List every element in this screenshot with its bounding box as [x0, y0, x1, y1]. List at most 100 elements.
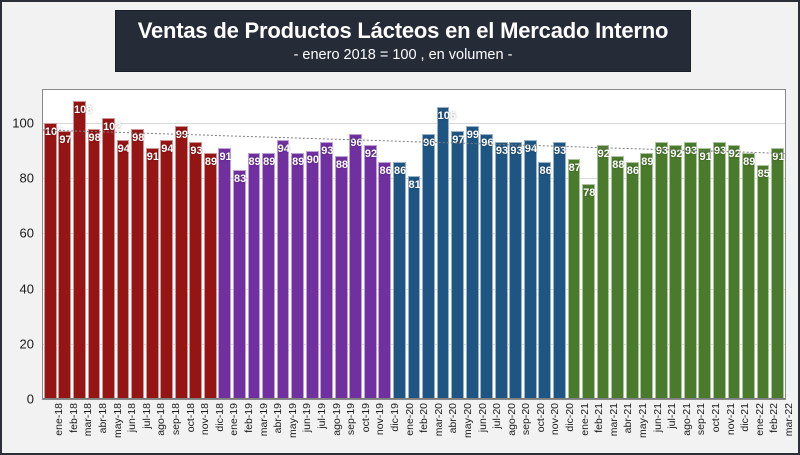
bar-slot: 93 [188, 90, 203, 399]
x-axis-tick: dic-18 [203, 401, 226, 455]
bar-slot: 91 [770, 90, 785, 399]
bar[interactable]: 91 [698, 147, 712, 399]
bar[interactable]: 91 [145, 147, 159, 399]
bar-value-label: 91 [699, 150, 712, 163]
bar[interactable]: 94 [276, 139, 290, 399]
bar[interactable]: 88 [611, 156, 624, 399]
x-axis-tick: abr-20 [436, 401, 459, 455]
bar-slot: 86 [625, 90, 640, 399]
bar[interactable]: 93 [494, 142, 509, 399]
bar[interactable]: 93 [654, 142, 668, 399]
bar-value-label: 83 [233, 173, 247, 186]
bar-value-label: 96 [423, 137, 436, 150]
bar[interactable]: 97 [451, 131, 464, 399]
bar[interactable]: 87 [567, 158, 581, 399]
bar-slot: 78 [581, 90, 596, 399]
bar[interactable]: 94 [116, 139, 130, 399]
bar[interactable]: 99 [174, 125, 188, 399]
x-axis-tick: nov-21 [713, 401, 737, 455]
x-axis-tick: nov-18 [188, 401, 211, 455]
bar[interactable]: 86 [625, 161, 639, 399]
bar[interactable]: 92 [727, 145, 741, 399]
x-axis-tick-label: mar-22 [782, 403, 795, 437]
bar-value-label: 78 [583, 186, 596, 199]
bar-value-label: 89 [204, 156, 218, 169]
bar[interactable]: 96 [480, 134, 494, 399]
bar-value-label: 91 [219, 150, 232, 163]
bar[interactable]: 86 [538, 161, 552, 399]
bar-slot: 87 [567, 90, 582, 399]
bar[interactable]: 96 [349, 134, 363, 399]
bar-slot: 96 [348, 90, 363, 399]
gridline [43, 123, 785, 125]
bar[interactable]: 92 [363, 145, 377, 399]
x-axis-tick: feb-22 [757, 401, 780, 455]
bar[interactable]: 85 [756, 164, 770, 399]
bar-slot: 96 [479, 90, 494, 399]
bar-value-label: 93 [684, 145, 698, 158]
x-axis-tick: sep-19 [334, 401, 357, 455]
bar[interactable]: 102 [102, 117, 121, 399]
x-axis-tick: oct-21 [699, 401, 722, 455]
bar-value-label: 97 [59, 134, 72, 147]
bar-slot: 89 [261, 90, 276, 399]
bar[interactable]: 93 [553, 142, 566, 399]
bar[interactable]: 78 [582, 183, 596, 399]
bar[interactable]: 106 [436, 106, 456, 399]
x-axis-tick: feb-20 [407, 401, 430, 455]
bar-series-container: 100 97 108 98 102 94 98 91 94 99 93 89 91 83 89 89 94 89 9… [43, 90, 785, 399]
bar[interactable]: 99 [465, 125, 479, 399]
bar-value-label: 100 [44, 126, 64, 139]
bar[interactable]: 94 [160, 139, 174, 399]
bar[interactable]: 98 [131, 128, 144, 399]
bar[interactable]: 86 [393, 161, 406, 399]
bar[interactable]: 92 [596, 145, 610, 399]
x-axis-tick: feb-18 [57, 401, 80, 455]
x-axis-tick: may-20 [451, 401, 474, 455]
bar[interactable]: 89 [742, 153, 755, 399]
y-axis-tick-label: 20 [19, 336, 34, 352]
x-axis-tick: jun-20 [465, 401, 489, 455]
bar[interactable]: 90 [305, 150, 319, 399]
bar-slot: 99 [465, 90, 480, 399]
bar[interactable]: 96 [422, 134, 435, 399]
bar[interactable]: 83 [232, 170, 247, 399]
bar[interactable]: 108 [72, 101, 92, 399]
bar-slot: 108 [72, 90, 92, 399]
x-axis-tick: oct-18 [173, 401, 197, 455]
chart-subtitle: - enero 2018 = 100 , en volumen - [293, 46, 513, 63]
y-axis-tick-label: 60 [19, 225, 34, 241]
bar-slot: 91 [698, 90, 713, 399]
bar-value-label: 106 [437, 109, 456, 122]
bar[interactable]: 88 [334, 156, 348, 399]
bar[interactable]: 100 [43, 123, 64, 399]
bar-value-label: 93 [495, 145, 509, 158]
bar[interactable]: 93 [713, 142, 726, 399]
x-axis-tick: mar-19 [246, 401, 270, 455]
bar[interactable]: 97 [58, 131, 72, 399]
bar[interactable]: 93 [189, 142, 203, 399]
bar-slot: 92 [363, 90, 378, 399]
bar[interactable]: 81 [407, 175, 421, 399]
bar-value-label: 89 [641, 156, 654, 169]
bar[interactable]: 86 [378, 161, 392, 399]
bar-value-label: 91 [146, 150, 159, 163]
bar[interactable]: 89 [291, 153, 304, 399]
bar[interactable]: 89 [247, 153, 261, 399]
bar[interactable]: 89 [262, 153, 275, 399]
bar[interactable]: 93 [683, 142, 698, 399]
bar[interactable]: 93 [509, 142, 523, 399]
bar-value-label: 96 [481, 137, 494, 150]
x-axis-tick: jun-18 [115, 401, 138, 455]
bar[interactable]: 91 [218, 147, 232, 399]
bar-slot: 86 [538, 90, 553, 399]
bar[interactable]: 93 [320, 142, 334, 399]
bar[interactable]: 91 [771, 147, 784, 399]
bar[interactable]: 98 [87, 128, 101, 399]
bar[interactable]: 89 [640, 153, 654, 399]
bar[interactable]: 89 [203, 153, 218, 399]
bar-value-label: 85 [757, 167, 770, 180]
bar[interactable]: 92 [669, 145, 683, 399]
bar[interactable]: 94 [523, 139, 537, 399]
x-axis-tick: feb-19 [232, 401, 255, 455]
